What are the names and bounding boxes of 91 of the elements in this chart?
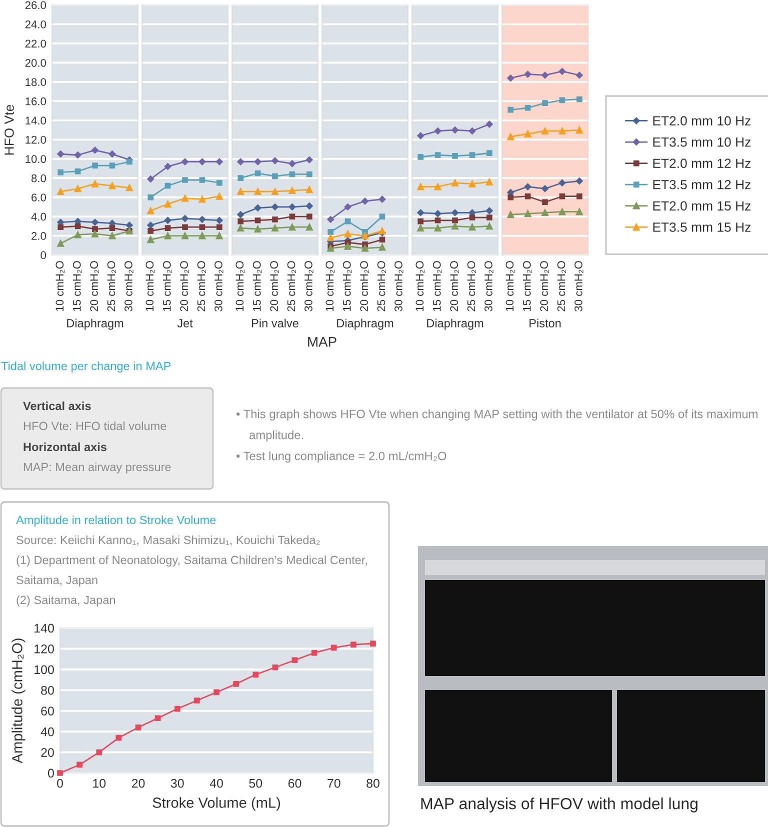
y-tick-label: 16.0 [26, 97, 46, 106]
x-tick-label: 50 [249, 778, 262, 788]
y-tick-label: 14.0 [26, 116, 46, 125]
x-tick-label: 10 cmH₂O [236, 261, 244, 311]
y-tick-label: 4.0 [31, 212, 46, 221]
x-tick-label: 80 [366, 778, 380, 788]
x-tick-label: 20 cmH₂O [90, 261, 99, 312]
legend-label: ET2.0 mm 10 Hz [653, 116, 751, 126]
x-axis-title: Pin valve [252, 318, 298, 328]
text: MAP analysis of HFOV with model lung [421, 798, 698, 812]
x-tick-label: 15 cmH₂O [432, 261, 442, 311]
x-tick-label: 15 cmH₂O [72, 261, 82, 311]
y-tick-label: 0 [40, 251, 46, 260]
x-tick-label: 25 cmH₂O [377, 261, 386, 312]
x-tick-label: 10 [93, 778, 106, 788]
text: • This graph shows HFO Vte when changing MAP setting with the ventilator at 50% of its maximum [236, 409, 758, 421]
y-tick-label: 0 [48, 768, 54, 778]
x-tick-label: 20 [132, 778, 145, 788]
text: MAP [308, 337, 336, 347]
x-tick-label: 0 [57, 778, 63, 788]
y-tick-label: 18.0 [26, 78, 46, 86]
y-tick-label: 60 [41, 706, 54, 716]
x-tick-label: 40 [210, 778, 223, 788]
text: (1) Department of Neonatology, Saitama Children’s Medical Center, [16, 555, 367, 567]
x-tick-label: 20 cmH₂O [360, 261, 369, 312]
source-note: Source: Keiichi Kanno₁, Masaki Shimizu₁, Kouichi Takeda₂ [16, 535, 320, 546]
x-tick-label: 60 [288, 778, 302, 788]
y-axis-title: Amplitude (cmH₂O) [12, 638, 26, 764]
x-tick-label: 20 cmH₂O [270, 261, 279, 312]
x-axis-title: Diaphragm [67, 318, 124, 330]
x-tick-label: 70 [328, 778, 340, 788]
y-tick-label: 8.0 [31, 174, 46, 182]
text: Horizontal axis [24, 442, 106, 452]
y-tick-label: 24.0 [25, 20, 46, 28]
x-tick-label: 10 cmH₂O [326, 261, 334, 311]
y-tick-label: 40 [40, 727, 54, 736]
y-tick-label: 120 [34, 644, 54, 654]
legend-label: ET3.5 mm 15 Hz [653, 222, 751, 232]
y-tick-label: 22.0 [25, 40, 46, 48]
y-tick-label: 10.0 [26, 155, 46, 163]
x-tick-label: 15 cmH₂O [522, 261, 532, 311]
y-tick-label: 2.0 [32, 232, 46, 240]
y-tick-label: 80 [41, 686, 54, 695]
x-tick-label: 15 cmH₂O [342, 261, 352, 311]
x-tick-label: 25 cmH₂O [197, 261, 206, 312]
text: Saitama, Japan [16, 575, 98, 587]
x-axis-title: Diaphragm [427, 318, 484, 330]
x-axis-title: Stroke Volume (mL) [152, 797, 280, 811]
legend-label: ET2.0 mm 12 Hz [653, 158, 751, 168]
text: Tidal volume per change in MAP [1, 361, 171, 373]
x-tick-label: 20 cmH₂O [180, 261, 189, 312]
x-tick-label: 30 cmH₂O [574, 261, 584, 312]
x-tick-label: 30 cmH₂O [484, 261, 494, 312]
y-tick-label: 20 [41, 748, 54, 757]
y-tick-label: 20.0 [25, 58, 46, 67]
x-tick-label: 25 cmH₂O [467, 261, 476, 312]
y-tick-label: 26.0 [25, 1, 46, 10]
x-tick-label: 20 cmH₂O [450, 261, 459, 312]
x-tick-label: 30 cmH₂O [214, 261, 224, 312]
x-tick-label: 30 cmH₂O [394, 261, 404, 312]
legend-label: ET3.5 mm 12 Hz [653, 180, 751, 190]
x-tick-label: 20 cmH₂O [540, 261, 549, 312]
text: amplitude. [250, 430, 304, 442]
x-tick-label: 15 cmH₂O [162, 261, 172, 311]
x-tick-label: 30 [170, 778, 184, 788]
y-tick-label: 12.0 [26, 136, 46, 144]
x-tick-label: 10 cmH₂O [56, 261, 64, 311]
text: HFO Vte: HFO tidal volume [24, 421, 166, 430]
x-tick-label: 10 cmH₂O [416, 261, 424, 311]
x-tick-label: 10 cmH₂O [506, 261, 514, 311]
text: Vertical axis [23, 401, 91, 410]
y-tick-label: 6.0 [32, 194, 46, 202]
y-axis-title: HFO Vte [4, 104, 14, 155]
text: MAP: Mean airway pressure [24, 462, 171, 474]
x-axis-title: Piston [530, 318, 561, 328]
text: (2) Saitama, Japan [16, 595, 115, 607]
x-axis-title: Diaphragm [337, 318, 394, 330]
x-tick-label: 10 cmH₂O [146, 261, 154, 311]
x-axis-title: Jet [177, 319, 193, 328]
x-tick-label: 25 cmH₂O [557, 261, 566, 312]
x-tick-label: 30 cmH₂O [124, 261, 134, 312]
x-tick-label: 30 cmH₂O [304, 261, 314, 312]
x-tick-label: 15 cmH₂O [252, 261, 262, 311]
legend-label: ET3.5 mm 10 Hz [653, 137, 751, 147]
x-tick-label: 25 cmH₂O [287, 261, 296, 312]
text: • Test lung compliance = 2.0 mL/cmH₂O [236, 451, 446, 463]
y-tick-label: 100 [34, 665, 54, 674]
legend-label: ET2.0 mm 15 Hz [653, 201, 751, 211]
y-tick-label: 140 [34, 624, 54, 633]
x-tick-label: 25 cmH₂O [107, 261, 116, 312]
chart-title: Amplitude in relation to Stroke Volume [16, 515, 216, 527]
